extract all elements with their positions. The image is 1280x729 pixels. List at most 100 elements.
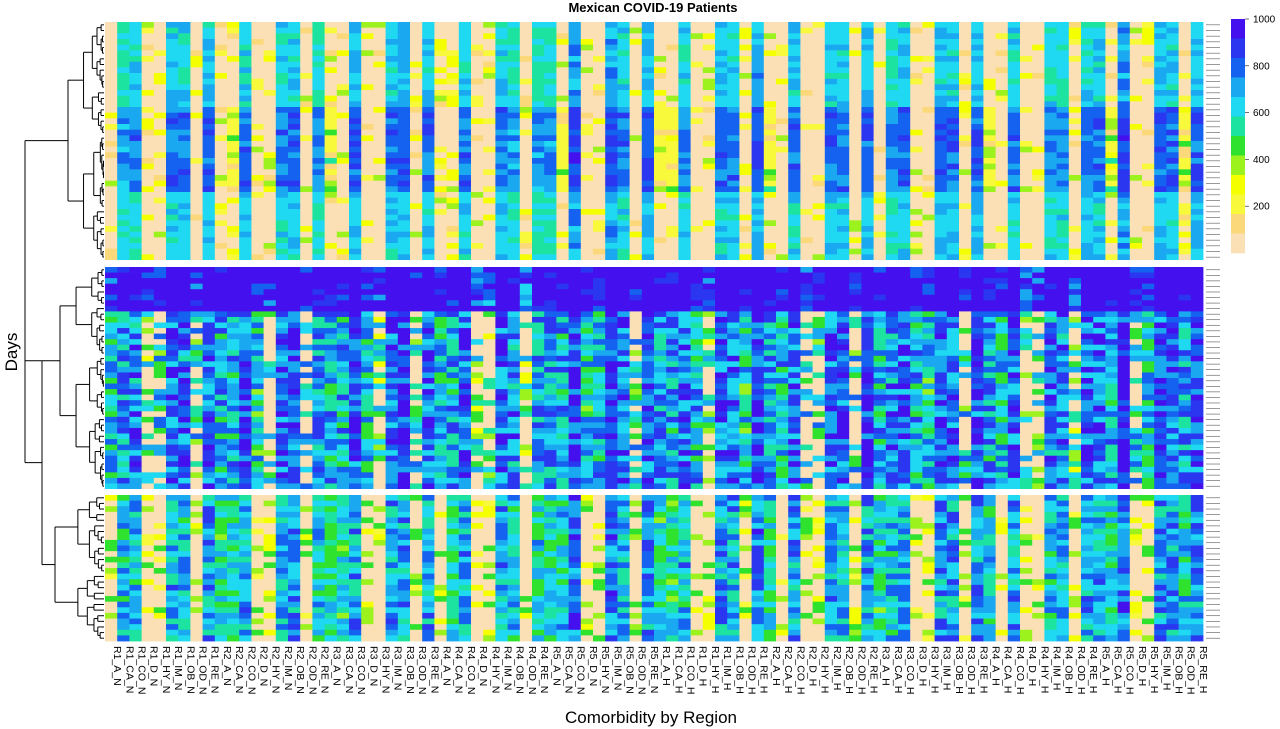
heatmap-cell — [263, 73, 277, 80]
heatmap-cell — [361, 112, 374, 119]
heatmap-cell — [1068, 129, 1082, 136]
heatmap-cell — [776, 44, 789, 51]
heatmap-cell — [519, 56, 533, 63]
heatmap-cell — [727, 61, 740, 68]
heatmap-cell — [666, 248, 679, 255]
heatmap-cell — [861, 22, 874, 29]
heatmap-cell — [117, 118, 130, 125]
heatmap-cell — [227, 112, 240, 119]
heatmap-cell — [422, 254, 435, 261]
heatmap-cell — [1081, 44, 1094, 51]
heatmap-cell — [483, 135, 496, 142]
heatmap-cell — [1105, 135, 1118, 142]
heatmap-cell — [397, 158, 411, 165]
heatmap-cell — [1105, 67, 1118, 74]
heatmap-cell — [715, 283, 728, 290]
heatmap-cell — [495, 272, 508, 279]
heatmap-cell — [153, 254, 167, 261]
heatmap-cell — [763, 237, 777, 244]
heatmap-cell — [1068, 141, 1082, 148]
heatmap-cell — [898, 209, 911, 216]
heatmap-cell — [471, 283, 484, 290]
heatmap-cell — [349, 124, 362, 131]
heatmap-cell — [288, 73, 301, 80]
heatmap-cell — [336, 243, 350, 250]
heatmap-cell — [971, 254, 984, 261]
heatmap-cell — [190, 192, 203, 199]
heatmap-cell — [190, 294, 203, 301]
heatmap-cell — [300, 175, 313, 182]
heatmap-cell — [873, 78, 887, 85]
heatmap-cell — [1142, 39, 1155, 46]
heatmap-cell — [458, 152, 472, 159]
heatmap-cell — [251, 90, 264, 97]
heatmap-cell — [1178, 146, 1192, 153]
heatmap-cell — [544, 112, 557, 119]
heatmap-cell — [934, 39, 948, 46]
heatmap-cell — [837, 203, 850, 210]
heatmap-cell — [837, 294, 850, 301]
heatmap-cell — [1032, 112, 1045, 119]
heatmap-cell — [446, 237, 460, 244]
heatmap-cell — [105, 107, 118, 114]
heatmap-cell — [373, 27, 386, 34]
heatmap-cell — [946, 39, 960, 46]
heatmap-cell — [373, 118, 386, 125]
heatmap-cell — [361, 84, 374, 91]
heatmap-cell — [995, 158, 1009, 165]
heatmap-cell — [824, 84, 838, 91]
heatmap-cell — [800, 220, 813, 227]
heatmap-cell — [141, 267, 155, 273]
heatmap-cell — [446, 141, 460, 148]
heatmap-cell — [556, 311, 569, 318]
heatmap-cell — [166, 175, 179, 182]
heatmap-cell — [690, 197, 704, 204]
heatmap-cell — [288, 175, 301, 182]
heatmap-cell — [910, 27, 923, 34]
heatmap-cell — [788, 141, 801, 148]
heatmap-cell — [1056, 84, 1070, 91]
heatmap-cell — [922, 44, 935, 51]
heatmap-cell — [263, 203, 277, 210]
heatmap-cell — [410, 175, 423, 182]
heatmap-cell — [324, 101, 338, 108]
heatmap-cell — [1129, 84, 1143, 91]
heatmap-cell — [885, 192, 899, 199]
heatmap-cell — [971, 209, 984, 216]
heatmap-cell — [983, 56, 996, 63]
heatmap-cell — [1190, 163, 1204, 170]
heatmap-cell — [593, 135, 606, 142]
heatmap-cell — [605, 203, 618, 210]
heatmap-cell — [312, 152, 325, 159]
heatmap-cell — [105, 67, 118, 74]
heatmap-cell — [1142, 175, 1155, 182]
heatmap-cell — [483, 289, 496, 296]
heatmap-cell — [824, 56, 838, 63]
heatmap-cell — [959, 220, 972, 227]
heatmap-cell — [666, 90, 679, 97]
heatmap-cell — [1044, 237, 1057, 244]
heatmap-cell — [495, 300, 508, 307]
heatmap-cell — [556, 175, 569, 182]
heatmap-cell — [678, 231, 691, 238]
heatmap-cell — [800, 197, 813, 204]
heatmap-cell — [385, 129, 399, 136]
heatmap-cell — [1068, 56, 1082, 63]
heatmap-cell — [251, 67, 264, 74]
heatmap-cell — [153, 203, 167, 210]
heatmap-cell — [580, 129, 594, 136]
heatmap-cell — [1117, 272, 1131, 279]
heatmap-cell — [214, 283, 228, 290]
heatmap-cell — [1129, 294, 1143, 301]
heatmap-cell — [1166, 39, 1179, 46]
heatmap-cell — [166, 169, 179, 176]
heatmap-cell — [568, 141, 582, 148]
heatmap-cell — [1056, 56, 1070, 63]
heatmap-cell — [885, 300, 899, 307]
heatmap-cell — [1129, 129, 1143, 136]
heatmap-cell — [251, 272, 264, 279]
heatmap-cell — [1056, 294, 1070, 301]
heatmap-cell — [141, 197, 155, 204]
heatmap-cell — [544, 95, 557, 102]
heatmap-cell — [458, 73, 472, 80]
